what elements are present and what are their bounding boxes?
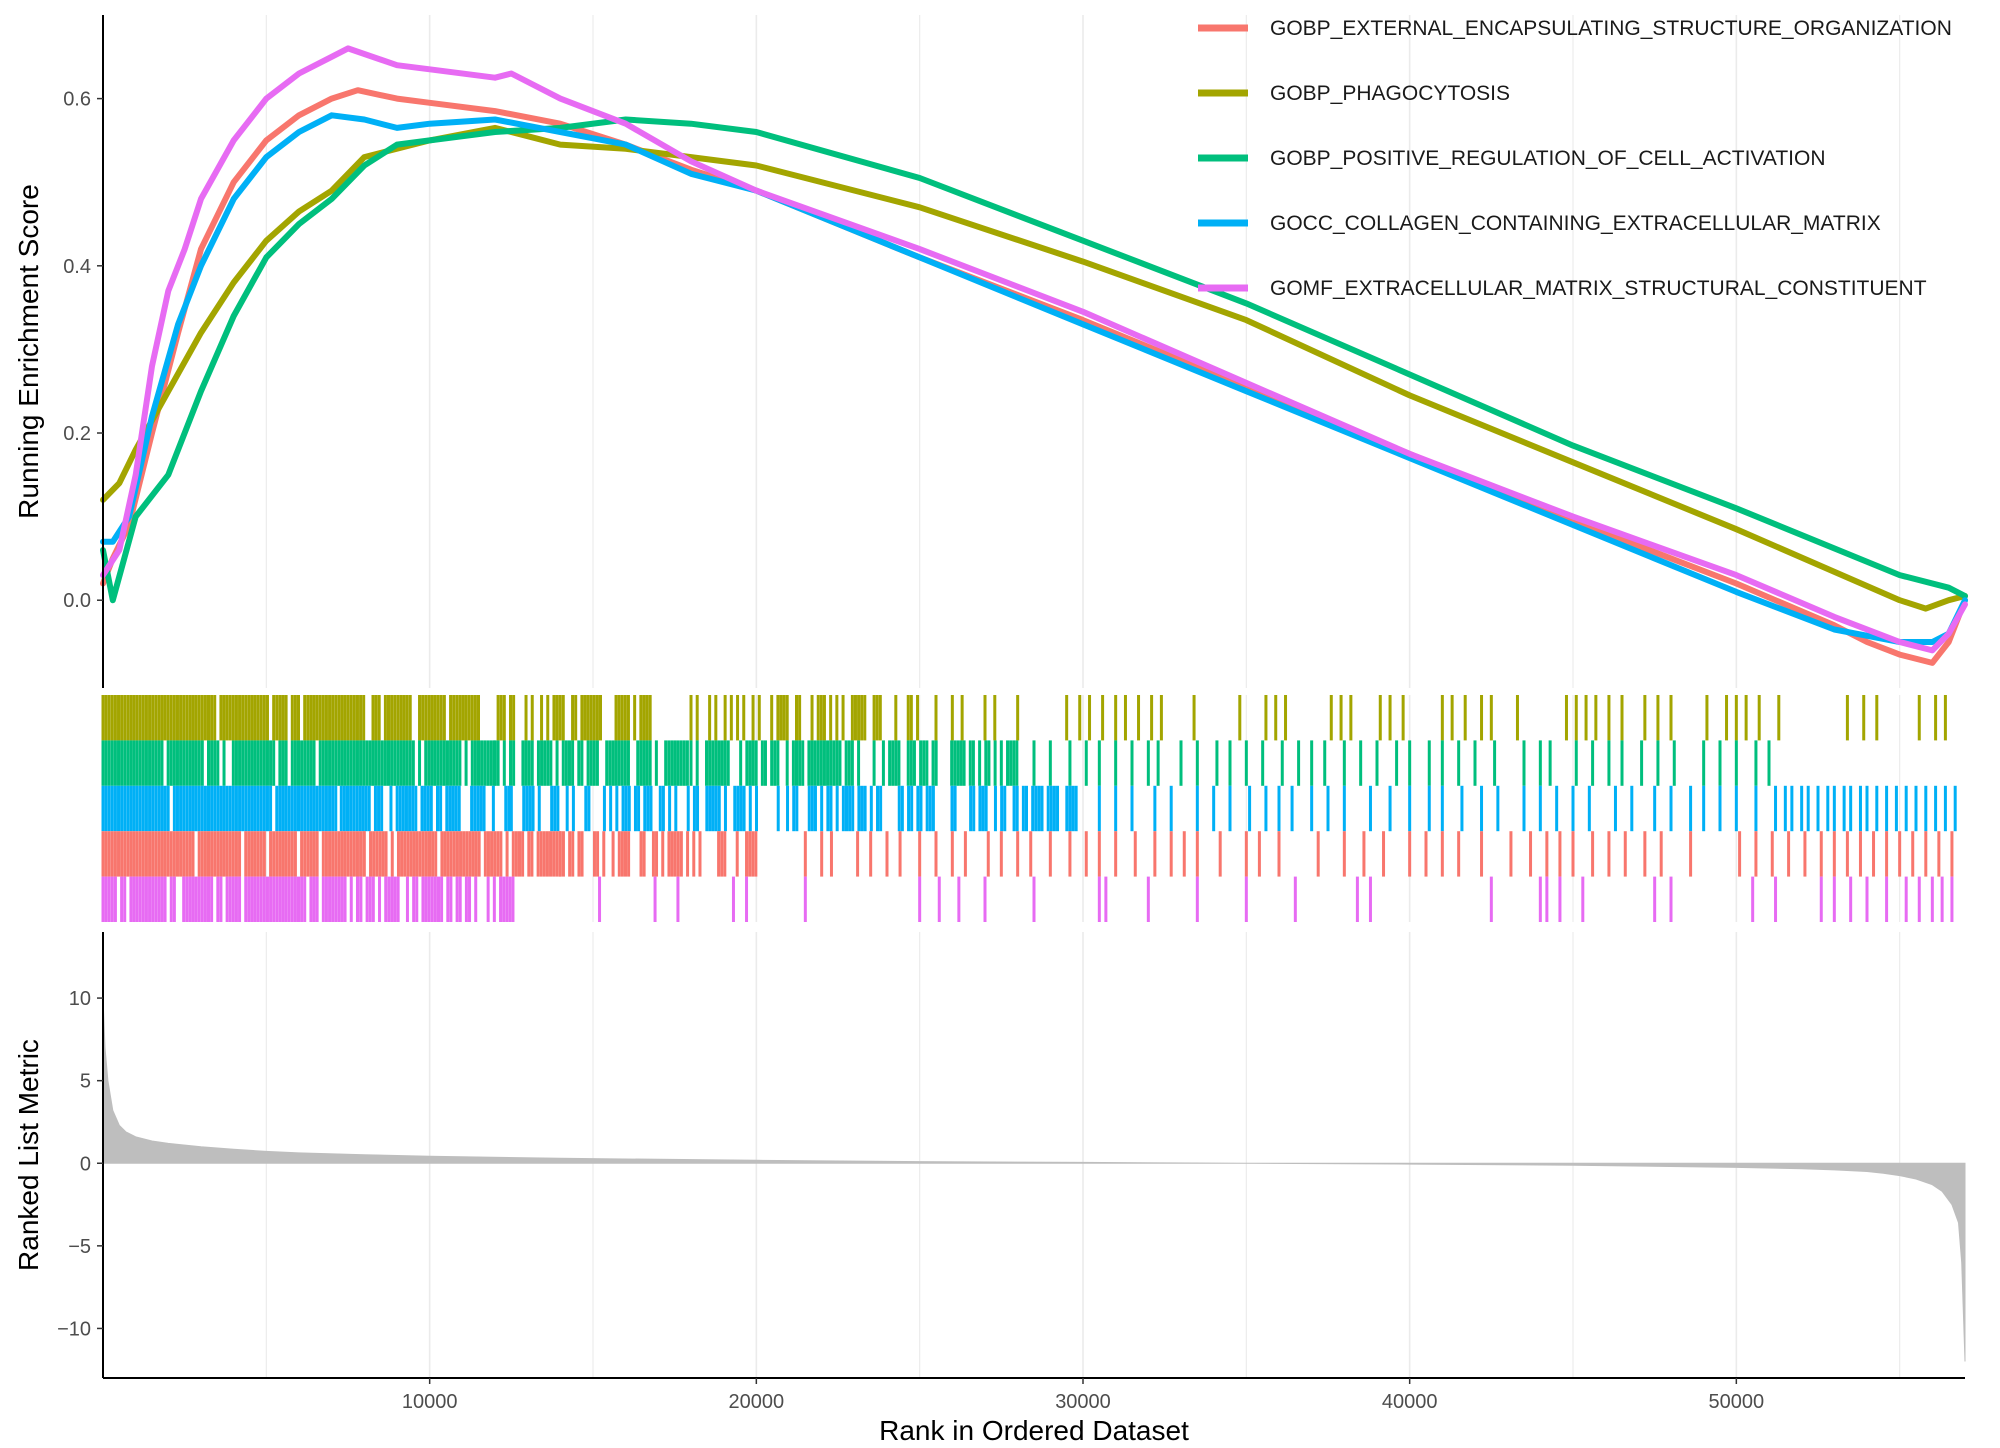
x-tick-label: 50000	[1709, 1391, 1765, 1413]
metric-y-tick-label: 0	[80, 1153, 91, 1175]
chart-marks	[100, 45, 1968, 1362]
metric-y-tick-label: −10	[57, 1318, 91, 1340]
x-tick-label: 10000	[402, 1391, 458, 1413]
es-line-3	[100, 116, 1968, 604]
es-line-2	[100, 124, 1968, 612]
legend-label-5: GOMF_EXTRACELLULAR_MATRIX_STRUCTURAL_CON…	[1270, 277, 1927, 300]
metric-y-axis-title: Ranked List Metric	[13, 1039, 44, 1271]
es-line-4	[100, 112, 1968, 645]
es-line-5	[100, 45, 1968, 654]
legend-label-2: GOBP_PHAGOCYTOSIS	[1270, 82, 1510, 105]
es-y-axis-title: Running Enrichment Score	[13, 184, 44, 519]
legend-label-4: GOCC_COLLAGEN_CONTAINING_EXTRACELLULAR_M…	[1270, 212, 1881, 235]
es-line-1	[100, 87, 1968, 666]
x-tick-label: 20000	[729, 1391, 785, 1413]
es-y-tick-label: 0.0	[63, 590, 91, 612]
axis-text: 0.0 0.2 0.4 0.6 −10 −5 0 5 10 10000 20000 30000 4000…	[13, 89, 1764, 1446]
metric-y-tick-label: −5	[68, 1236, 91, 1258]
x-tick-label: 30000	[1055, 1391, 1111, 1413]
es-y-tick-label: 0.4	[63, 256, 91, 278]
legend-label-1: GOBP_EXTERNAL_ENCAPSULATING_STRUCTURE_OR…	[1270, 17, 1952, 40]
legend-label-3: GOBP_POSITIVE_REGULATION_OF_CELL_ACTIVAT…	[1270, 147, 1826, 170]
legend: GOBP_EXTERNAL_ENCAPSULATING_STRUCTURE_OR…	[1198, 17, 1952, 300]
axes	[97, 15, 1965, 1384]
metric-y-tick-label: 10	[69, 988, 91, 1010]
x-tick-label: 40000	[1382, 1391, 1438, 1413]
es-y-tick-label: 0.6	[63, 89, 91, 111]
metric-y-tick-label: 5	[80, 1071, 91, 1093]
x-axis-title: Rank in Ordered Dataset	[879, 1415, 1189, 1446]
ranked-metric-area	[102, 998, 1966, 1362]
es-y-tick-label: 0.2	[63, 423, 91, 445]
